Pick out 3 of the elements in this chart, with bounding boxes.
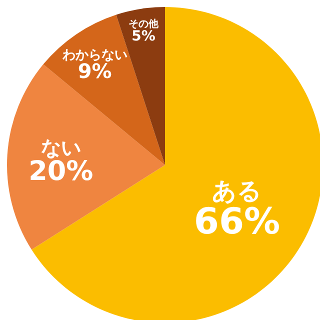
data-label: 5% [132, 28, 156, 44]
slice-label: ない [40, 135, 81, 160]
slice-label: その他 [128, 18, 160, 30]
